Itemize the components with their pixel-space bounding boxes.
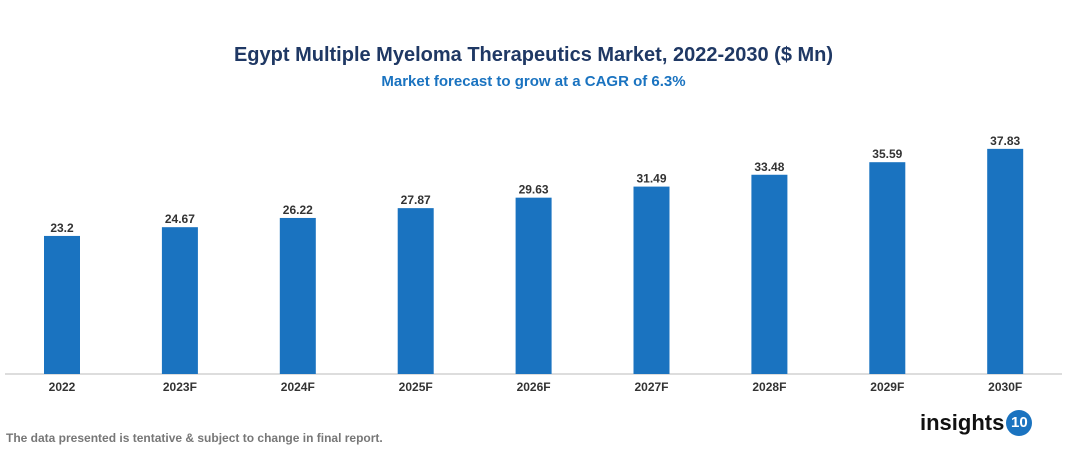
- bar-2022: [44, 235, 80, 374]
- data-label: 37.83: [990, 134, 1020, 148]
- data-label: 24.67: [165, 212, 195, 226]
- x-tick-label: 2027F: [634, 380, 668, 394]
- x-tick-label: 2030F: [988, 380, 1022, 394]
- logo-badge: 10: [1006, 410, 1033, 436]
- logo-text: insights: [920, 410, 1005, 435]
- x-tick-label: 2025F: [399, 380, 433, 394]
- x-tick-label: 2029F: [870, 380, 904, 394]
- bar-2023F: [161, 227, 198, 374]
- x-tick-label: 2023F: [163, 380, 197, 394]
- data-label: 26.22: [283, 203, 313, 217]
- bar-2024F: [279, 217, 316, 374]
- data-label: 33.48: [754, 160, 784, 174]
- bar-2028F: [751, 174, 788, 374]
- x-tick-label: 2028F: [752, 380, 786, 394]
- chart-title: Egypt Multiple Myeloma Therapeutics Mark…: [233, 44, 834, 66]
- bar-2025F: [397, 208, 434, 374]
- x-tick-label: 2024F: [281, 380, 315, 394]
- data-label: 35.59: [872, 147, 902, 161]
- x-tick-label: 2022: [49, 380, 76, 394]
- chart-subtitle: Market forecast to grow at a CAGR of 6.3…: [381, 73, 686, 90]
- data-label: 27.87: [401, 193, 431, 207]
- data-label: 29.63: [519, 183, 549, 197]
- bar-2030F: [987, 148, 1024, 374]
- disclaimer-note: The data presented is tentative & subjec…: [6, 431, 383, 445]
- bar-2027F: [633, 186, 670, 374]
- insights10-logo: insights 10: [920, 410, 1033, 436]
- x-tick-label: 2026F: [517, 380, 551, 394]
- data-label: 31.49: [636, 172, 666, 186]
- data-label: 23.2: [50, 221, 74, 235]
- bar-2029F: [869, 162, 906, 374]
- bar-2026F: [515, 197, 552, 374]
